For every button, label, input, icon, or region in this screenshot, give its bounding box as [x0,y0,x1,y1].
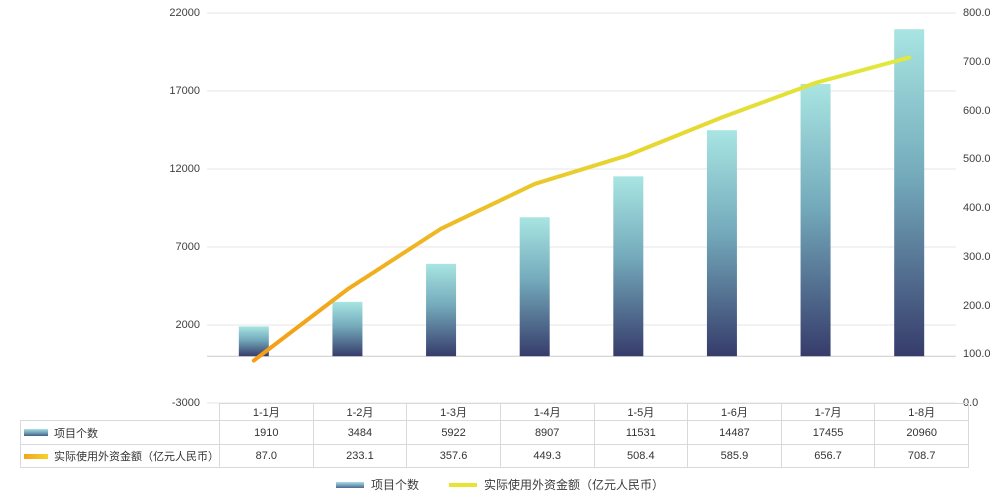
bar [894,29,925,357]
bar [332,301,363,357]
value-cell: 449.3 [499,444,595,468]
column-header: 1-7月 [780,403,876,421]
column-header: 1-2月 [312,403,408,421]
line-series [251,55,912,363]
line-series-swatch-icon [24,453,48,459]
value-cell: 14487 [687,420,782,445]
bar-series-swatch-icon [24,429,48,437]
bar [613,176,644,357]
value-cell: 8907 [499,420,595,445]
column-header: 1-4月 [499,403,595,421]
data-table: 1-1月 1-2月 1-3月 1-4月 1-5月 1-6月 1-7月 1-8月项目个数 1910… [20,403,969,468]
value-cell: 1910 [219,420,314,445]
bar-series-swatch-icon [335,481,364,488]
table-row: 实际使用外资金额（亿元人民币） 87.0 233.1 357.6 449.3 508.4 5… [20,444,969,468]
value-cell: 357.6 [406,444,501,468]
legend-label-projects: 项目个数 [370,478,419,492]
column-header: 1-5月 [593,403,689,421]
value-cell: 5922 [406,420,501,445]
bar [519,217,550,357]
value-cell: 3484 [312,420,408,445]
value-cell: 20960 [874,420,969,445]
column-header: 1-1月 [219,403,314,421]
value-cell: 11531 [593,420,689,445]
value-cell: 585.9 [687,444,782,468]
legend-item-amount: 实际使用外资金额（亿元人民币） [449,476,664,493]
value-cell: 233.1 [312,444,408,468]
plot-area [207,12,956,404]
column-header: 1-3月 [406,403,501,421]
bar [426,263,457,357]
value-cell: 508.4 [593,444,689,468]
value-cell: 17455 [780,420,876,445]
line-series-swatch-icon [449,482,477,487]
chart-legend: 项目个数 实际使用外资金额（亿元人民币） [0,476,1000,493]
gridlines [207,12,956,404]
series-label-cell: 实际使用外资金额（亿元人民币） [20,444,220,468]
value-cell: 708.7 [874,444,969,468]
legend-label-amount: 实际使用外资金额（亿元人民币） [484,478,665,492]
bar [800,83,831,357]
legend-item-projects: 项目个数 [335,476,419,493]
series-label-cell: 项目个数 [20,420,220,445]
series-name: 实际使用外资金额（亿元人民币） [54,451,219,463]
value-cell: 87.0 [219,444,314,468]
bar [706,130,737,357]
column-header: 1-6月 [687,403,782,421]
bar-series [238,29,925,357]
column-header: 1-8月 [874,403,969,421]
table-row: 项目个数 1910 3484 5922 8907 11531 14487 17455 20960 [20,420,969,445]
series-name: 项目个数 [54,427,98,440]
value-cell: 656.7 [780,444,876,468]
table-corner-cell [21,404,220,421]
